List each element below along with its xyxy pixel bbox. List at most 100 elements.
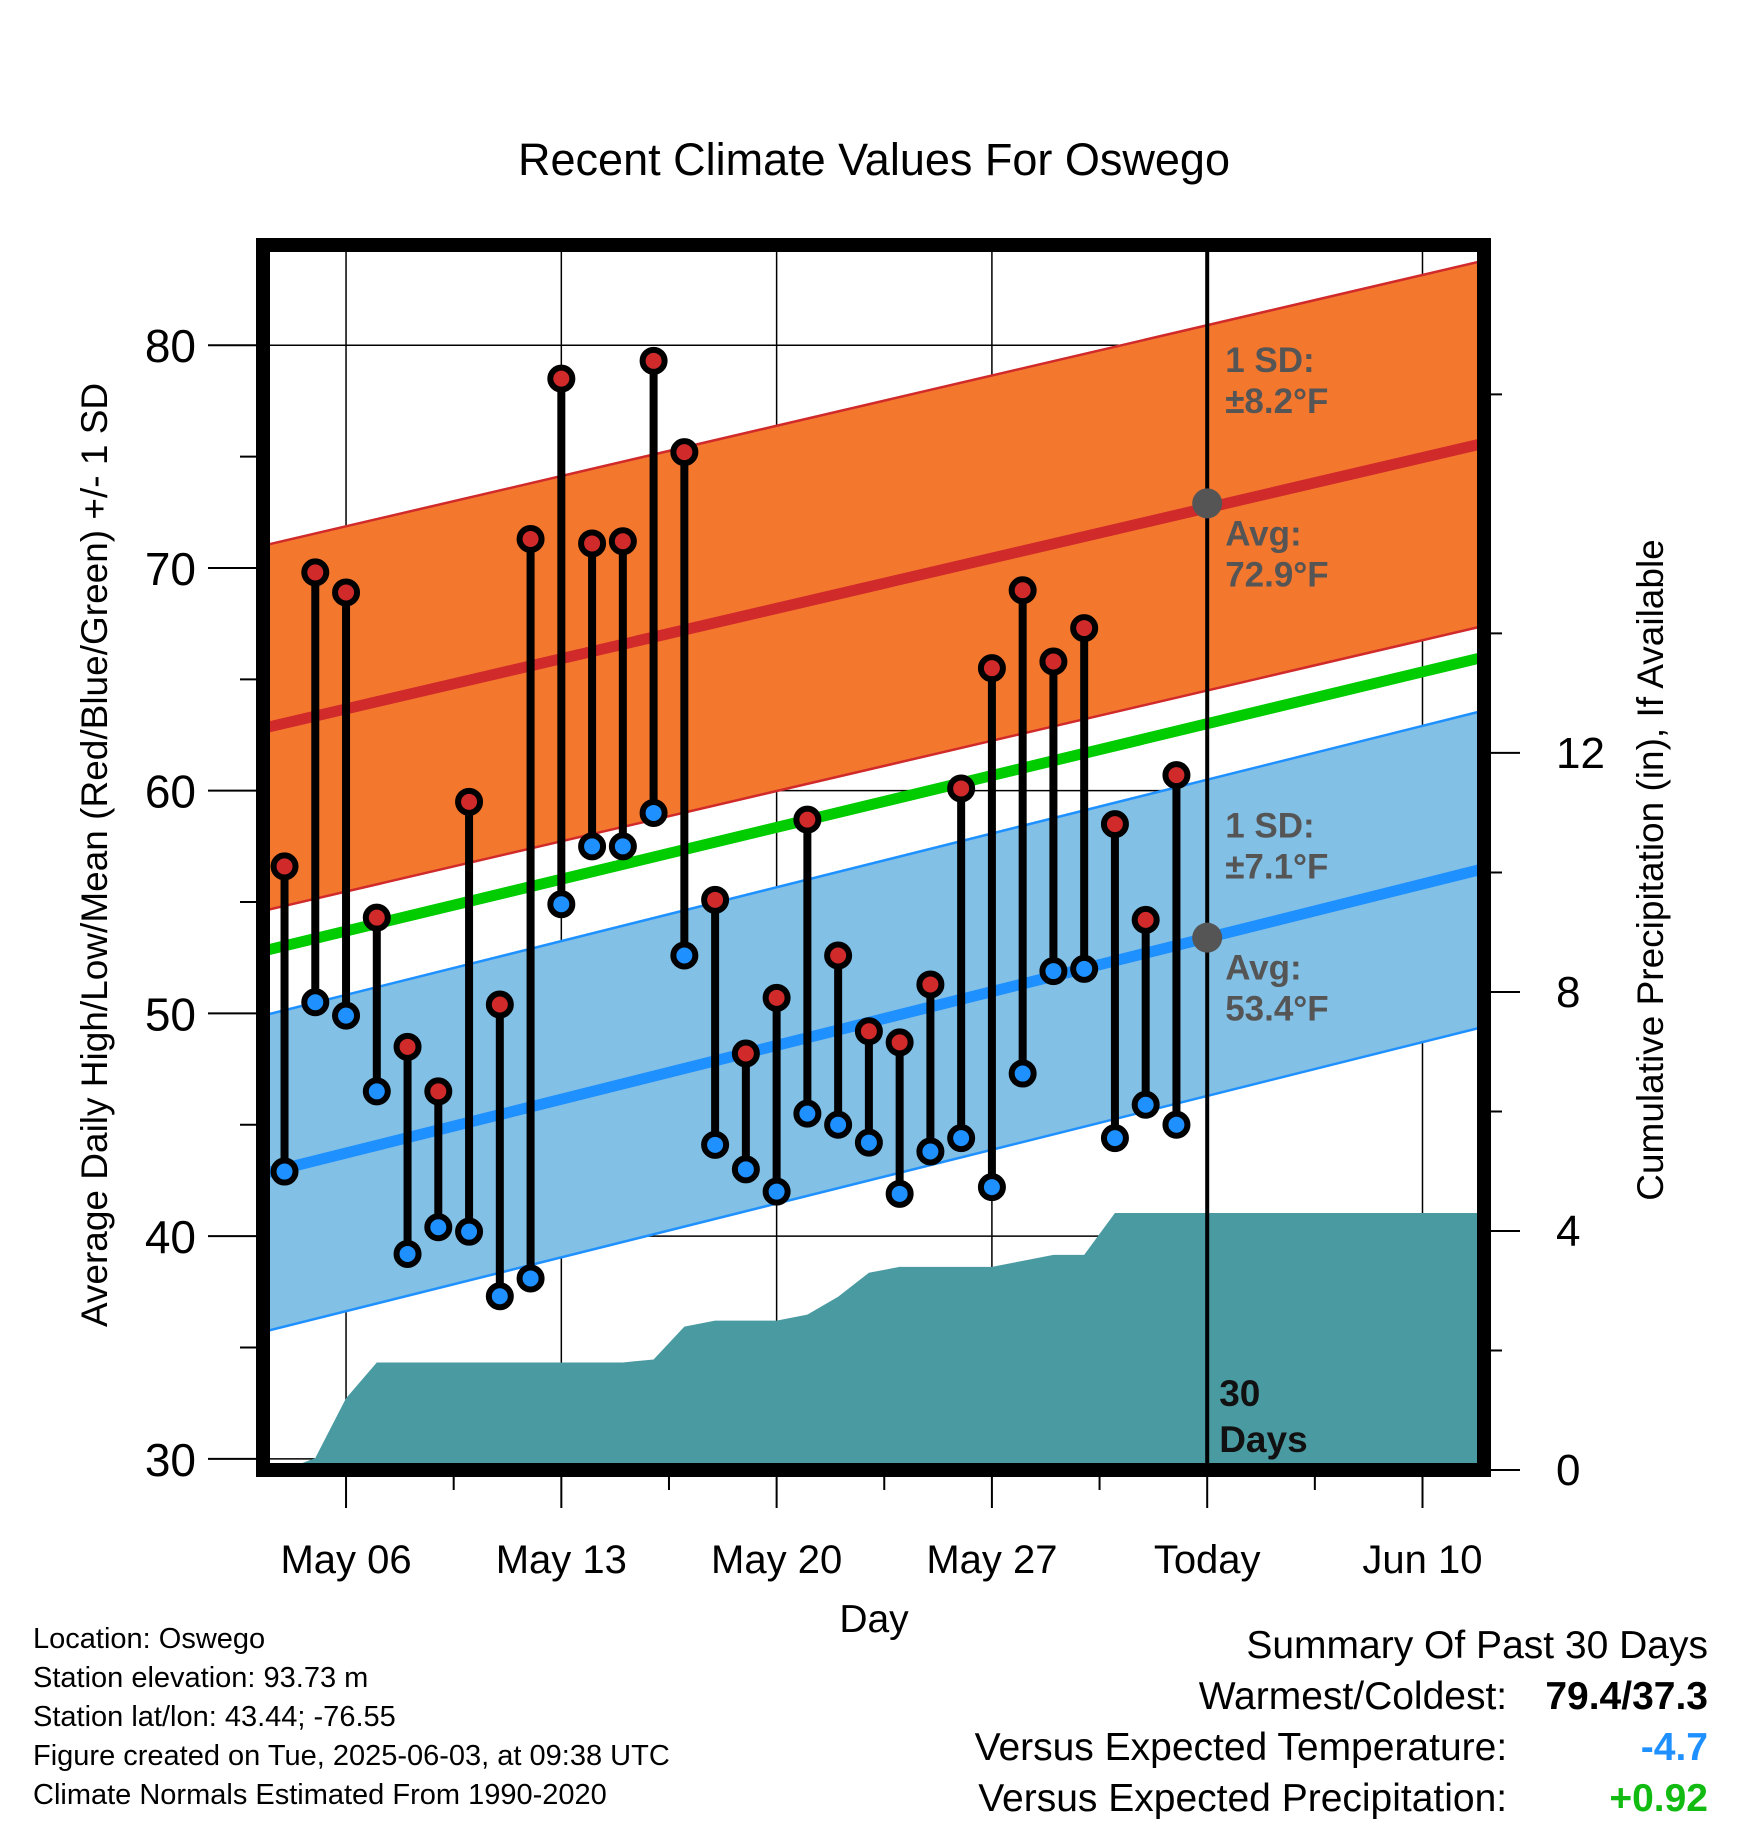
daily-low-dot [947,1124,976,1153]
daily-low-dot [824,1110,853,1139]
x-tick-label: May 13 [496,1538,627,1582]
daily-high-dot [301,558,330,587]
x-tick-label: May 20 [711,1538,842,1582]
daily-high-dot [824,941,853,970]
daily-low-dot [393,1239,422,1268]
daily-low-dot [885,1179,914,1208]
daily-low-dot [639,798,668,827]
daily-high-dot [885,1028,914,1057]
daily-low-dot [608,832,637,861]
station-info: Location: Oswego Station elevation: 93.7… [33,1620,670,1815]
daily-low-dot [1008,1059,1037,1088]
daily-high-dot [1162,761,1191,790]
daily-low-dot [977,1173,1006,1202]
info-latlon: Station lat/lon: 43.44; -76.55 [33,1701,396,1733]
info-normals: Climate Normals Estimated From 1990-2020 [33,1779,607,1811]
plot-frame [256,238,1491,1477]
y-tick-label: 70 [145,543,196,595]
summary-precip-row: Versus Expected Precipitation: +0.92 [975,1773,1708,1824]
daily-low-dot [1162,1110,1191,1139]
daily-low-dot [793,1099,822,1128]
summary-temp-row: Versus Expected Temperature: -4.7 [975,1722,1708,1773]
daily-high-dot [1008,576,1037,605]
today-low-avg-marker [1192,922,1223,953]
daily-high-dot [977,654,1006,683]
y-axis-label: Average Daily High/Low/Mean (Red/Blue/Gr… [74,383,115,1327]
precipitation-area [263,1213,1484,1470]
high-avg-label: Avg: [1225,514,1301,553]
daily-low-dot [332,1001,361,1030]
daily-high-dot [362,903,391,932]
daily-high-dot [916,970,945,999]
summary-warmest-label: Warmest/Coldest: [1198,1675,1508,1718]
y-tick-label: 40 [145,1211,196,1263]
daily-low-dot [1100,1124,1129,1153]
summary-temp-label: Versus Expected Temperature: [974,1726,1508,1769]
y2-tick-label: 0 [1556,1446,1580,1495]
daily-low-dot [1070,954,1099,983]
daily-high-dot [393,1032,422,1061]
y-tick-label: 60 [145,766,196,818]
days-count-label: 30 [1219,1373,1260,1414]
daily-low-dot [578,832,607,861]
summary-heading: Summary Of Past 30 Days [1246,1624,1708,1667]
low-sd-value: ±7.1°F [1225,848,1328,887]
daily-high-dot [731,1039,760,1068]
y-tick-label: 30 [145,1434,196,1486]
today-high-avg-marker [1192,488,1223,519]
daily-high-dot [701,885,730,914]
daily-high-dot [547,364,576,393]
summary-temp-value: -4.7 [1640,1726,1708,1769]
daily-low-dot [362,1077,391,1106]
daily-low-dot [301,988,330,1017]
info-created: Figure created on Tue, 2025-06-03, at 09… [33,1740,670,1772]
daily-high-dot [670,438,699,467]
high-sd-value: ±8.2°F [1225,382,1328,421]
info-elevation: Station elevation: 93.73 m [33,1662,369,1694]
x-tick-label: May 27 [926,1538,1057,1582]
daily-high-dot [516,525,545,553]
daily-low-dot [762,1177,791,1206]
x-tick-label: Today [1154,1538,1261,1582]
daily-high-dot [639,346,668,375]
daily-high-dot [270,852,299,881]
daily-high-dot [854,1017,883,1046]
daily-high-dot [578,529,607,558]
y-tick-label: 80 [145,320,196,372]
daily-high-dot [455,787,484,816]
high-sd-band-upper-edge [262,259,1485,547]
daily-high-dot [947,774,976,803]
daily-low-dot [547,890,576,919]
daily-high-dot [485,990,514,1019]
y2-tick-label: 12 [1556,729,1605,778]
x-tick-label: Jun 10 [1362,1538,1482,1582]
daily-high-dot [608,527,637,556]
y2-axis-label: Cumulative Precipitation (in), If Availa… [1630,539,1671,1201]
daily-high-dot [793,805,822,834]
daily-low-dot [485,1282,514,1311]
summary-warmest-value: 79.4/37.3 [1545,1675,1708,1718]
low-sd-band-lower-edge [262,1025,1485,1334]
daily-low-dot [670,941,699,970]
normal-high-line [261,437,1486,734]
summary-panel: Summary Of Past 30 Days Warmest/Coldest:… [975,1620,1708,1824]
summary-warmest-row: Warmest/Coldest: 79.4/37.3 [975,1671,1708,1722]
y2-tick-label: 4 [1556,1207,1580,1256]
summary-precip-label: Versus Expected Precipitation: [978,1777,1508,1820]
y-tick-label: 50 [145,988,196,1040]
high-avg-value: 72.9°F [1225,555,1329,594]
daily-high-dot [332,578,361,607]
high-sd-label: 1 SD: [1225,341,1314,380]
low-avg-label: Avg: [1225,949,1301,988]
chart-title: Recent Climate Values For Oswego [518,134,1230,185]
daily-high-dot [1131,905,1160,934]
x-tick-label: May 06 [280,1538,411,1582]
daily-high-dot [424,1077,453,1106]
daily-low-dot [455,1217,484,1246]
x-axis-label: Day [839,1598,909,1641]
daily-low-dot [916,1137,945,1166]
daily-low-dot [516,1264,545,1293]
daily-low-dot [1039,957,1068,986]
daily-high-dot [1039,647,1068,676]
